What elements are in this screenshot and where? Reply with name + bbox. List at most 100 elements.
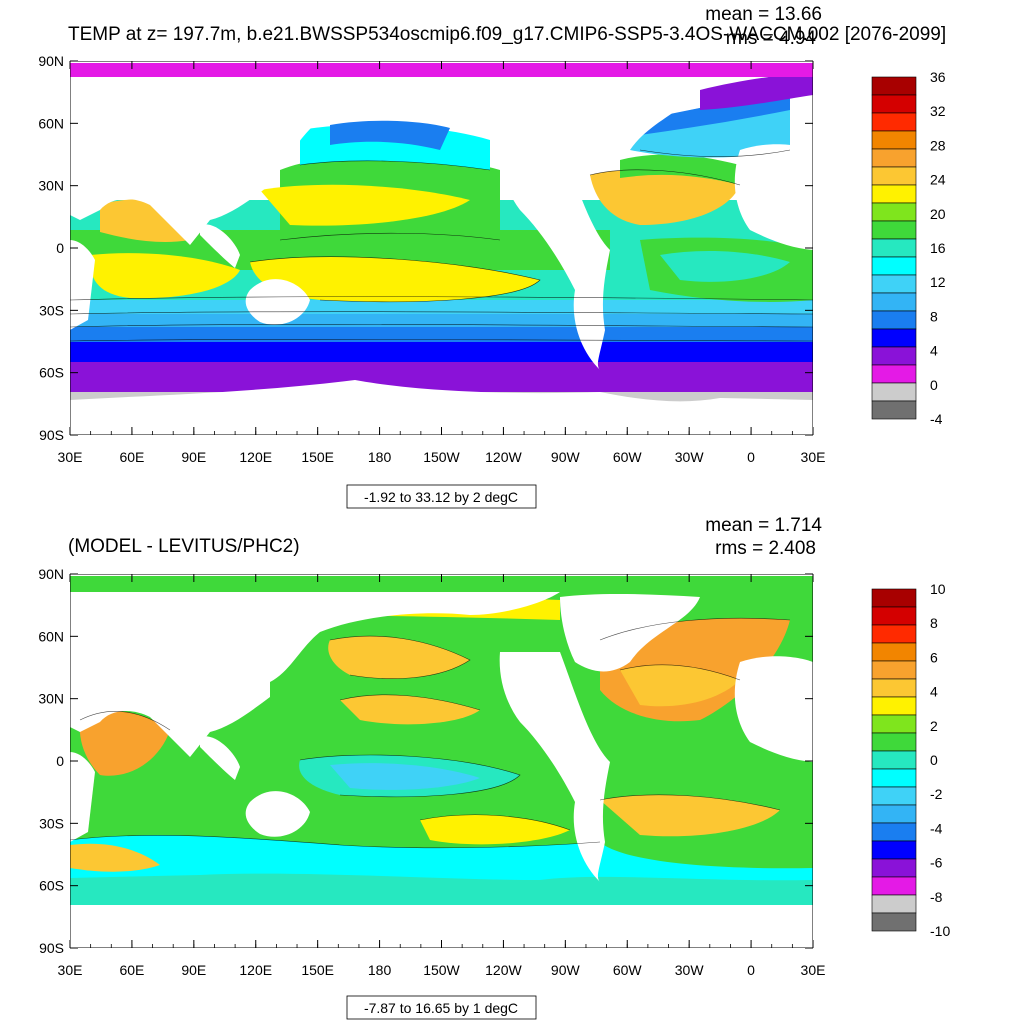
top-colorbar-swatch [871,400,917,420]
top-colorbar: 36 32 28 24 20 16 12 8 4 0 -4 [871,69,946,427]
bottom-lon-label: 30E [801,962,826,978]
bottom-title: (MODEL - LEVITUS/PHC2) [68,536,300,557]
top-colorbar-swatch [871,310,917,330]
top-colorbar-swatch [871,346,917,366]
bottom-colorbar-swatch [871,606,917,626]
bottom-panel: (MODEL - LEVITUS/PHC2) mean = 1.714 rms … [38,515,950,1020]
top-colorbar-swatch [871,166,917,186]
top-colorbar-label: 36 [930,69,946,85]
bottom-range-box [346,995,537,1020]
bottom-lon-label: 150W [423,962,460,978]
top-colorbar-label: 12 [930,274,946,290]
bottom-colorbar-label: -10 [930,923,950,939]
top-lon-label: 60E [119,449,144,465]
bottom-lat-label: 90N [38,566,64,582]
top-colorbar-label: 20 [930,206,946,222]
bottom-colorbar-label: -2 [930,786,943,802]
bottom-colorbar-swatch [871,822,917,842]
bottom-colorbar-label: 6 [930,649,938,665]
bottom-map [70,574,813,948]
bottom-lat-label: 60N [38,628,64,644]
top-colorbar-label: 24 [930,172,946,188]
top-colorbar-swatch [871,256,917,276]
top-colorbar-label: 32 [930,103,946,119]
bottom-colorbar-swatch [871,678,917,698]
bottom-colorbar-swatch [871,588,917,608]
top-colorbar-swatch [871,184,917,204]
top-axes: 90N 60N 30N 0 30S 60S 90S 30E 60E 90E 120E 150E 180 1… [38,53,825,465]
bottom-colorbar-swatch [871,840,917,860]
top-lon-label: 150E [301,449,334,465]
top-mean: mean = 13.66 [705,4,822,25]
bottom-colorbar-swatch [871,660,917,680]
top-colorbar-swatch [871,220,917,240]
bottom-colorbar-label: -6 [930,855,943,871]
bottom-colorbar-label: -8 [930,889,943,905]
top-colorbar-swatch [871,238,917,258]
top-lon-label: 30W [675,449,705,465]
bottom-lon-label: 60W [613,962,643,978]
bottom-colorbar-swatch [871,642,917,662]
bottom-lat-label: 30S [39,815,64,831]
bottom-colorbar-swatch [871,786,917,806]
bottom-lon-label: 60E [119,962,144,978]
bottom-lon-label: 120E [239,962,272,978]
top-lon-label: 30E [801,449,826,465]
bottom-lon-label: 90W [551,962,581,978]
top-lon-label: 90W [551,449,581,465]
top-lon-label: 90E [181,449,206,465]
top-lat-label: 90S [39,427,64,443]
top-lon-label: 0 [747,449,755,465]
bottom-lat-label: 0 [56,753,64,769]
top-lon-label: 120E [239,449,272,465]
top-lon-label: 150W [423,449,460,465]
bottom-lat-label: 60S [39,878,64,894]
bottom-colorbar-label: -4 [930,820,943,836]
bottom-colorbar-swatch [871,876,917,896]
top-rms: rms = 4.94 [726,28,817,49]
top-colorbar-label: 8 [930,308,938,324]
bottom-colorbar-label: 8 [930,615,938,631]
bottom-colorbar-swatch [871,858,917,878]
bottom-colorbar-label: 4 [930,684,938,700]
top-lat-label: 30S [39,302,64,318]
top-lon-label: 180 [368,449,392,465]
bottom-lon-label: 180 [368,962,392,978]
top-title: TEMP at z= 197.7m, b.e21.BWSSP534oscmip6… [68,24,946,45]
top-lat-label: 30N [38,178,64,194]
top-colorbar-swatch [871,292,917,312]
bottom-lat-label: 90S [39,940,64,956]
top-range-box [346,484,537,509]
top-colorbar-label: -4 [930,411,943,427]
bottom-colorbar-swatch [871,912,917,932]
top-lat-label: 0 [56,240,64,256]
bottom-lon-label: 0 [747,962,755,978]
top-colorbar-swatch [871,364,917,384]
bottom-colorbar-swatch [871,696,917,716]
bottom-colorbar-swatch [871,804,917,824]
bottom-lon-label: 30E [58,962,83,978]
top-lat-label: 60N [38,115,64,131]
bottom-lon-label: 90E [181,962,206,978]
bottom-colorbar-swatch [871,894,917,914]
top-colorbar-swatch [871,328,917,348]
bottom-colorbar-swatch [871,732,917,752]
bottom-lon-label: 120W [485,962,522,978]
bottom-lat-label: 30N [38,691,64,707]
top-range-text: -1.92 to 33.12 by 2 degC [364,489,518,505]
bottom-colorbar-swatch [871,714,917,734]
top-lat-label: 60S [39,365,64,381]
top-colorbar-swatch [871,112,917,132]
top-colorbar-label: 4 [930,343,938,359]
top-lat-label: 90N [38,53,64,69]
top-colorbar-swatch [871,202,917,222]
top-colorbar-swatch [871,274,917,294]
top-colorbar-swatch [871,148,917,168]
bottom-colorbar-swatch [871,750,917,770]
bottom-mean: mean = 1.714 [705,515,822,536]
bottom-colorbar-swatch [871,624,917,644]
top-map [70,61,813,435]
bottom-colorbar-label: 2 [930,718,938,734]
bottom-range-text: -7.87 to 16.65 by 1 degC [364,1000,518,1016]
